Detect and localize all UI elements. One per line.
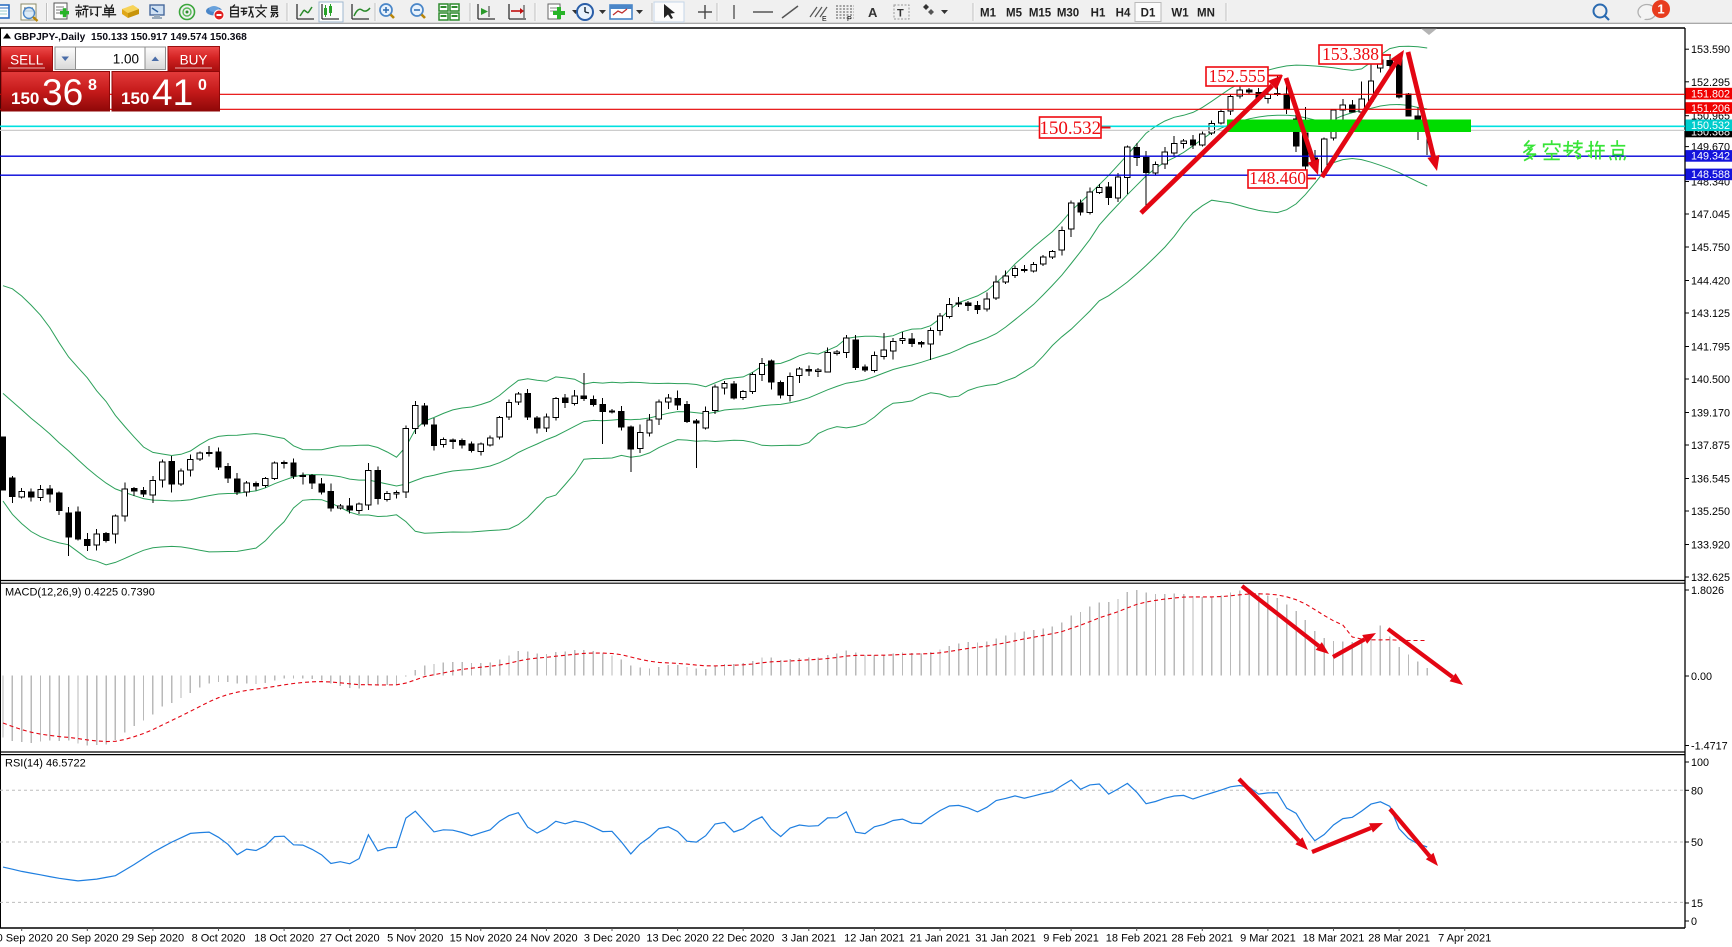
svg-text:H4: H4 bbox=[1116, 8, 1131, 20]
svg-text:M1: M1 bbox=[980, 8, 997, 20]
svg-text:147.045: 147.045 bbox=[1691, 209, 1730, 221]
svg-text:27 Oct 2020: 27 Oct 2020 bbox=[320, 933, 380, 945]
svg-text:9 Mar 2021: 9 Mar 2021 bbox=[1240, 933, 1296, 945]
svg-text:D1: D1 bbox=[1141, 8, 1156, 20]
svg-text:3 Jan 2021: 3 Jan 2021 bbox=[782, 933, 836, 945]
svg-text:18 Feb 2021: 18 Feb 2021 bbox=[1106, 933, 1168, 945]
svg-text:145.750: 145.750 bbox=[1691, 242, 1730, 254]
svg-text:H1: H1 bbox=[1091, 8, 1106, 20]
svg-text:RSI(14) 46.5722: RSI(14) 46.5722 bbox=[5, 758, 86, 770]
svg-text:1: 1 bbox=[1657, 2, 1664, 17]
svg-text:137.875: 137.875 bbox=[1691, 440, 1730, 452]
svg-text:W1: W1 bbox=[1171, 8, 1189, 20]
svg-text:18 Mar 2021: 18 Mar 2021 bbox=[1303, 933, 1365, 945]
svg-text:24 Nov 2020: 24 Nov 2020 bbox=[515, 933, 577, 945]
svg-text:10 Sep 2020: 10 Sep 2020 bbox=[0, 933, 53, 945]
svg-text:29 Sep 2020: 29 Sep 2020 bbox=[122, 933, 184, 945]
svg-text:149.342: 149.342 bbox=[1691, 151, 1730, 163]
svg-text:T: T bbox=[897, 8, 904, 20]
svg-text:150.532: 150.532 bbox=[1691, 120, 1730, 132]
svg-text:136.545: 136.545 bbox=[1691, 474, 1730, 486]
svg-text:15 Nov 2020: 15 Nov 2020 bbox=[450, 933, 512, 945]
svg-text:36: 36 bbox=[42, 72, 83, 113]
svg-text:12 Jan 2021: 12 Jan 2021 bbox=[844, 933, 905, 945]
svg-text:3 Dec 2020: 3 Dec 2020 bbox=[584, 933, 640, 945]
svg-text:18 Oct 2020: 18 Oct 2020 bbox=[254, 933, 314, 945]
svg-text:152.555: 152.555 bbox=[1209, 66, 1266, 86]
svg-text:20 Sep 2020: 20 Sep 2020 bbox=[56, 933, 118, 945]
svg-text:9 Feb 2021: 9 Feb 2021 bbox=[1043, 933, 1099, 945]
svg-text:139.170: 139.170 bbox=[1691, 408, 1730, 420]
svg-text:132.625: 132.625 bbox=[1691, 572, 1730, 584]
svg-text:151.802: 151.802 bbox=[1691, 88, 1730, 100]
svg-text:153.388: 153.388 bbox=[1322, 44, 1379, 64]
svg-text:BUY: BUY bbox=[180, 53, 208, 68]
svg-text:31 Jan 2021: 31 Jan 2021 bbox=[975, 933, 1036, 945]
svg-text:MACD(12,26,9) 0.4225 0.7390: MACD(12,26,9) 0.4225 0.7390 bbox=[5, 587, 155, 599]
svg-text:M30: M30 bbox=[1057, 8, 1079, 20]
svg-text:A: A bbox=[868, 5, 878, 20]
svg-text:150: 150 bbox=[121, 89, 149, 108]
svg-text:133.920: 133.920 bbox=[1691, 540, 1730, 552]
svg-text:8 Oct 2020: 8 Oct 2020 bbox=[192, 933, 246, 945]
svg-text:-1.4717: -1.4717 bbox=[1691, 741, 1728, 753]
svg-text:22 Dec 2020: 22 Dec 2020 bbox=[712, 933, 774, 945]
svg-text:148.588: 148.588 bbox=[1691, 169, 1730, 181]
svg-text:150: 150 bbox=[11, 89, 39, 108]
svg-text:151.206: 151.206 bbox=[1691, 103, 1730, 115]
svg-text:80: 80 bbox=[1691, 785, 1703, 797]
svg-text:141.795: 141.795 bbox=[1691, 342, 1730, 354]
svg-text:8: 8 bbox=[88, 77, 97, 94]
svg-text:GBPJPY-,Daily 150.133 150.917: GBPJPY-,Daily 150.133 150.917 149.574 15… bbox=[14, 32, 247, 43]
svg-text:100: 100 bbox=[1691, 757, 1709, 769]
svg-text:143.125: 143.125 bbox=[1691, 308, 1730, 320]
svg-text:MN: MN bbox=[1197, 8, 1215, 20]
svg-text:152.295: 152.295 bbox=[1691, 77, 1730, 89]
svg-text:28 Feb 2021: 28 Feb 2021 bbox=[1171, 933, 1233, 945]
svg-text:0: 0 bbox=[1691, 916, 1697, 928]
svg-text:21 Jan 2021: 21 Jan 2021 bbox=[910, 933, 971, 945]
svg-text:50: 50 bbox=[1691, 837, 1703, 849]
svg-text:M15: M15 bbox=[1029, 8, 1052, 20]
svg-text:144.420: 144.420 bbox=[1691, 276, 1730, 288]
svg-text:F: F bbox=[847, 16, 851, 23]
svg-text:41: 41 bbox=[152, 72, 193, 113]
svg-text:148.460: 148.460 bbox=[1249, 168, 1306, 188]
svg-text:28 Mar 2021: 28 Mar 2021 bbox=[1368, 933, 1430, 945]
svg-text:0.00: 0.00 bbox=[1691, 671, 1712, 683]
svg-text:M5: M5 bbox=[1006, 8, 1023, 20]
svg-text:13 Dec 2020: 13 Dec 2020 bbox=[646, 933, 708, 945]
svg-text:E: E bbox=[822, 16, 827, 23]
svg-text:140.500: 140.500 bbox=[1691, 374, 1730, 386]
svg-text:1.8026: 1.8026 bbox=[1691, 585, 1724, 597]
svg-text:135.250: 135.250 bbox=[1691, 506, 1730, 518]
svg-text:150.532: 150.532 bbox=[1039, 118, 1101, 139]
svg-text:1.00: 1.00 bbox=[113, 52, 139, 67]
svg-text:5 Nov 2020: 5 Nov 2020 bbox=[387, 933, 443, 945]
svg-text:153.590: 153.590 bbox=[1691, 44, 1730, 56]
svg-text:7 Apr 2021: 7 Apr 2021 bbox=[1438, 933, 1491, 945]
svg-text:15: 15 bbox=[1691, 898, 1703, 910]
svg-text:0: 0 bbox=[198, 77, 207, 94]
svg-text:SELL: SELL bbox=[10, 53, 44, 68]
